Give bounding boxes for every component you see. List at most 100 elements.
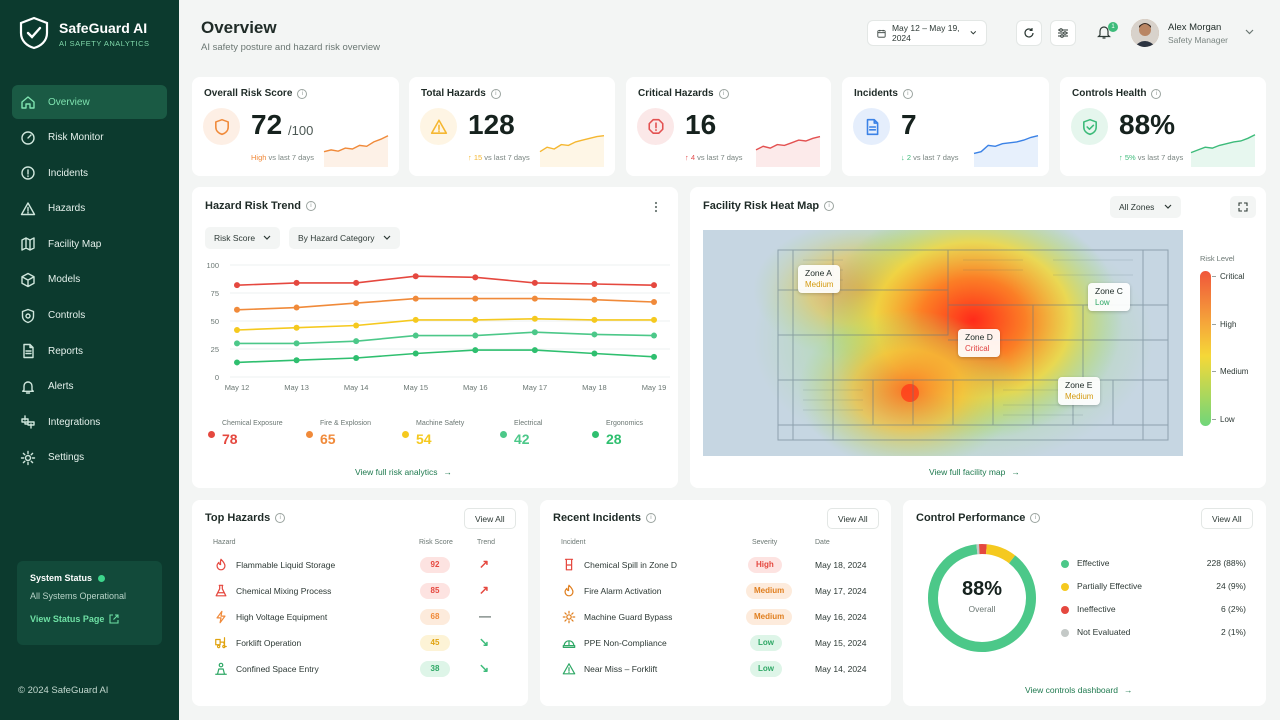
control-legend-row[interactable]: Ineffective 6 (2%) [1061, 603, 1246, 617]
data-point[interactable] [234, 282, 240, 289]
info-icon[interactable]: i [490, 88, 501, 99]
more-options-icon[interactable] [654, 201, 658, 213]
data-point[interactable] [472, 316, 479, 323]
data-point[interactable] [234, 306, 240, 313]
incident-row[interactable]: PPE Non-Compliance Low May 15, 2024 [540, 633, 891, 653]
control-legend-row[interactable]: Not Evaluated 2 (1%) [1061, 626, 1246, 640]
zone-label-zone-e[interactable]: Zone E Medium [1058, 377, 1101, 405]
data-point[interactable] [293, 324, 300, 331]
data-point[interactable] [412, 295, 419, 302]
control-legend-row[interactable]: Partially Effective 24 (9%) [1061, 580, 1246, 594]
zone-select[interactable]: All Zones [1110, 196, 1182, 218]
legend-item-machine-safety[interactable]: Machine Safety 54 [402, 420, 464, 447]
hazard-row[interactable]: Chemical Mixing Process 85 ↗ [192, 581, 528, 601]
zone-label-zone-c[interactable]: Zone C Low [1088, 283, 1130, 311]
sidebar-item-settings[interactable]: Settings [12, 441, 167, 475]
incident-row[interactable]: Near Miss – Forklift Low May 14, 2024 [540, 659, 891, 679]
data-point[interactable] [293, 279, 300, 286]
data-point[interactable] [234, 340, 240, 347]
legend-item-fire-explosion[interactable]: Fire & Explosion 65 [306, 420, 371, 447]
donut-segment-partially-effective[interactable] [926, 542, 1038, 654]
incident-row[interactable]: Machine Guard Bypass Medium May 16, 2024 [540, 607, 891, 627]
data-point[interactable] [531, 329, 538, 336]
data-point[interactable] [293, 304, 300, 311]
info-icon[interactable]: i [305, 201, 316, 211]
data-point[interactable] [353, 279, 360, 286]
zone-label-zone-d[interactable]: Zone D Critical [958, 329, 1000, 357]
data-point[interactable] [353, 338, 360, 345]
sidebar-item-controls[interactable]: Controls [12, 299, 167, 333]
kpi-card-controls-health[interactable]: Controls Health i 88% ↑ 5% vs last 7 days [1060, 77, 1266, 176]
data-point[interactable] [531, 315, 538, 322]
data-point[interactable] [353, 354, 360, 361]
hazard-row[interactable]: Confined Space Entry 38 ↘ [192, 659, 528, 679]
sidebar-item-reports[interactable]: Reports [12, 334, 167, 368]
zone-label-zone-a[interactable]: Zone A Medium [798, 265, 841, 293]
sidebar-item-hazards[interactable]: Hazards [12, 192, 167, 226]
info-icon[interactable]: i [718, 88, 729, 99]
info-icon[interactable]: i [902, 88, 913, 99]
view-status-page-link[interactable]: View Status Page [30, 614, 149, 624]
data-point[interactable] [472, 295, 479, 302]
data-point[interactable] [472, 332, 479, 339]
hazard-row[interactable]: Flammable Liquid Storage 92 ↗ [192, 555, 528, 575]
legend-item-ergonomics[interactable]: Ergonomics 28 [592, 420, 643, 447]
data-point[interactable] [531, 347, 538, 354]
data-point[interactable] [472, 274, 479, 281]
kpi-card-total-hazards[interactable]: Total Hazards i 128 ↑ 15 vs last 7 days [409, 77, 615, 176]
chevron-down-icon[interactable] [1245, 29, 1254, 35]
brand[interactable]: SafeGuard AI AI SAFETY ANALYTICS [18, 16, 150, 50]
data-point[interactable] [293, 340, 300, 347]
metric-select[interactable]: Risk Score [205, 227, 281, 249]
info-icon[interactable]: i [1151, 88, 1162, 99]
incident-row[interactable]: Fire Alarm Activation Medium May 17, 2024 [540, 581, 891, 601]
data-point[interactable] [651, 353, 657, 360]
data-point[interactable] [412, 332, 419, 339]
legend-item-chemical-exposure[interactable]: Chemical Exposure 78 [208, 420, 283, 447]
data-point[interactable] [234, 326, 240, 333]
data-point[interactable] [234, 359, 240, 366]
sidebar-item-incidents[interactable]: Incidents [12, 156, 167, 190]
sidebar-item-models[interactable]: Models [12, 263, 167, 297]
filter-settings-button[interactable] [1050, 20, 1076, 46]
data-point[interactable] [591, 296, 598, 303]
data-point[interactable] [531, 279, 538, 286]
info-icon[interactable]: i [646, 513, 657, 523]
info-icon[interactable]: i [1030, 513, 1041, 523]
legend-item-electrical[interactable]: Electrical 42 [500, 420, 542, 447]
controls-view-all-button[interactable]: View All [1201, 508, 1253, 529]
data-point[interactable] [531, 295, 538, 302]
group-select[interactable]: By Hazard Category [289, 227, 400, 249]
date-range-picker[interactable]: May 12 – May 19, 2024 [867, 20, 987, 46]
avatar[interactable] [1131, 19, 1159, 47]
data-point[interactable] [591, 350, 598, 357]
top-hazards-view-all-button[interactable]: View All [464, 508, 516, 529]
data-point[interactable] [412, 273, 419, 280]
view-facility-map-link[interactable]: View full facility map → [929, 467, 1020, 477]
sidebar-item-overview[interactable]: Overview [12, 85, 167, 119]
data-point[interactable] [353, 300, 360, 307]
sidebar-item-alerts[interactable]: Alerts [12, 370, 167, 404]
data-point[interactable] [293, 357, 300, 364]
control-legend-row[interactable]: Effective 228 (88%) [1061, 557, 1246, 571]
data-point[interactable] [651, 316, 657, 323]
data-point[interactable] [472, 347, 479, 354]
sidebar-item-facility-map[interactable]: Facility Map [12, 227, 167, 261]
fullscreen-button[interactable] [1230, 196, 1256, 218]
data-point[interactable] [353, 322, 360, 329]
sidebar-item-integrations[interactable]: Integrations [12, 405, 167, 439]
sidebar-item-risk-monitor[interactable]: Risk Monitor [12, 121, 167, 155]
kpi-card-critical-hazards[interactable]: Critical Hazards i 16 ↑ 4 vs last 7 days [626, 77, 831, 176]
refresh-button[interactable] [1016, 20, 1042, 46]
data-point[interactable] [651, 298, 657, 305]
view-controls-dashboard-link[interactable]: View controls dashboard → [1025, 685, 1132, 695]
info-icon[interactable]: i [824, 201, 835, 211]
info-icon[interactable]: i [275, 513, 286, 523]
hazard-row[interactable]: Forklift Operation 45 ↘ [192, 633, 528, 653]
data-point[interactable] [651, 332, 657, 339]
data-point[interactable] [591, 331, 598, 338]
incident-row[interactable]: Chemical Spill in Zone D High May 18, 2024 [540, 555, 891, 575]
facility-floor-plan-heatmap[interactable] [703, 230, 1183, 456]
data-point[interactable] [412, 316, 419, 323]
info-icon[interactable]: i [297, 88, 308, 99]
